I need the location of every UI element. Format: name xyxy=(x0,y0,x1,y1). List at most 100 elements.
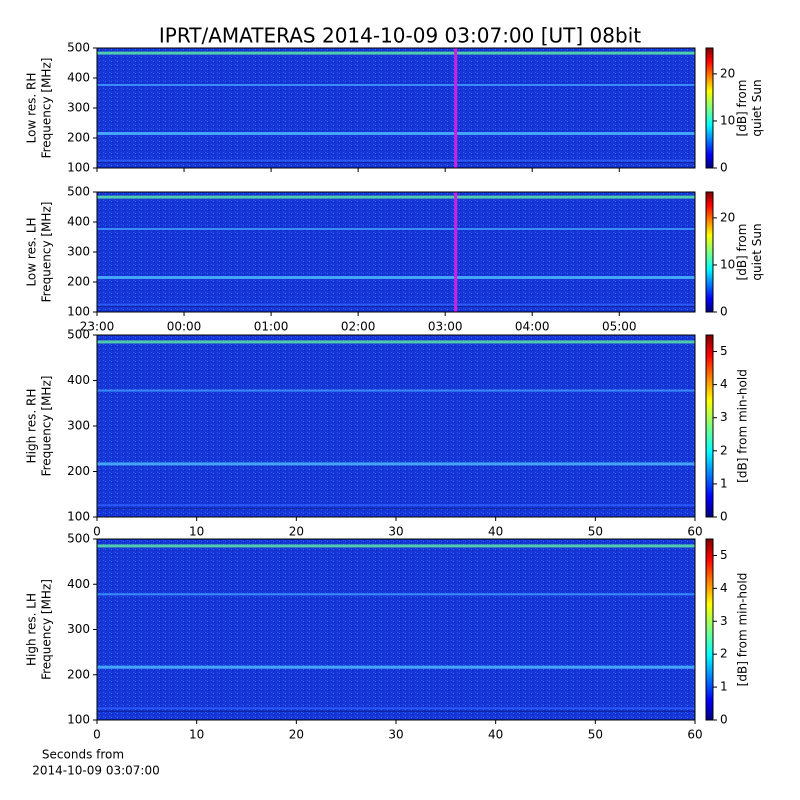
y-tick-label: 500 xyxy=(67,185,90,199)
spectrogram-band xyxy=(97,51,695,55)
x-tick-label: 01:00 xyxy=(254,320,289,334)
x-tick-label: 0 xyxy=(93,525,101,539)
spectrogram-band xyxy=(97,507,695,509)
x-tick-label: 60 xyxy=(687,525,702,539)
x-tick-label: 60 xyxy=(687,728,702,742)
colorbar xyxy=(705,191,714,313)
spectrogram-band xyxy=(97,340,695,344)
colorbar-tick-label: 5 xyxy=(720,344,728,358)
x-tick-label: 0 xyxy=(93,728,101,742)
y-axis-label: Frequency [MHz] xyxy=(40,376,54,477)
x-tick-label: 02:00 xyxy=(341,320,376,334)
colorbar-tick-label: 5 xyxy=(720,548,728,562)
x-tick-label: 20 xyxy=(289,525,304,539)
colorbar-tick-label: 3 xyxy=(720,410,728,424)
x-axis-label: 2014-10-09 03:07:00 xyxy=(32,764,159,778)
y-tick-label: 300 xyxy=(67,622,90,636)
spectrogram xyxy=(97,539,695,720)
x-tick-label: 40 xyxy=(488,525,503,539)
spectrogram-band xyxy=(97,159,695,162)
x-tick-label: 03:00 xyxy=(428,320,463,334)
colorbar-label: quiet Sun xyxy=(750,79,764,136)
y-axis-label: Frequency [MHz] xyxy=(40,58,54,159)
spectrogram-band xyxy=(97,665,695,669)
y-tick-label: 300 xyxy=(67,419,90,433)
colorbar-tick-label: 10 xyxy=(720,257,735,271)
colorbar-tick-label: 20 xyxy=(720,66,735,80)
y-axis-label: Low res. LH xyxy=(25,217,39,286)
spectrogram-band xyxy=(97,710,695,712)
y-axis-label: High res. LH xyxy=(25,593,39,666)
spectrogram-band xyxy=(97,132,695,135)
colorbar-tick-label: 4 xyxy=(720,581,728,595)
spectrogram xyxy=(97,335,695,517)
x-tick-label: 10 xyxy=(189,525,204,539)
colorbar xyxy=(705,47,714,169)
x-tick-label: 30 xyxy=(388,525,403,539)
colorbar-tick-label: 1 xyxy=(720,476,728,490)
x-tick-label: 04:00 xyxy=(515,320,550,334)
y-axis-label: Frequency [MHz] xyxy=(40,579,54,680)
spectrogram-band xyxy=(97,707,695,710)
spectrogram-band xyxy=(97,462,695,466)
x-axis-label: Seconds from xyxy=(42,748,124,762)
colorbar-tick-label: 1 xyxy=(720,680,728,694)
y-tick-label: 500 xyxy=(67,328,90,342)
x-tick-label: 10 xyxy=(189,728,204,742)
y-tick-label: 100 xyxy=(67,305,90,319)
spectrogram xyxy=(97,48,695,168)
y-tick-label: 400 xyxy=(67,373,90,387)
x-tick-label: 00:00 xyxy=(167,320,202,334)
spectrogram-band xyxy=(97,389,695,392)
y-tick-label: 200 xyxy=(67,275,90,289)
colorbar-tick-label: 2 xyxy=(720,647,728,661)
x-tick-label: 50 xyxy=(588,525,603,539)
x-tick-label: 50 xyxy=(588,728,603,742)
y-tick-label: 200 xyxy=(67,667,90,681)
spectrogram-band xyxy=(97,593,695,596)
x-tick-label: 23:00 xyxy=(80,320,115,334)
colorbar-tick-label: 0 xyxy=(720,713,728,727)
colorbar-label: quiet Sun xyxy=(750,223,764,280)
spectrogram-band xyxy=(97,303,695,306)
colorbar-label: [dB] from min-hold xyxy=(736,369,750,483)
spectrogram-band xyxy=(97,544,695,548)
spectrogram-band xyxy=(97,306,695,307)
colorbar-tick-label: 0 xyxy=(720,305,728,319)
colorbar-tick-label: 20 xyxy=(720,210,735,224)
colorbar xyxy=(705,538,714,721)
colorbar-tick-label: 0 xyxy=(720,510,728,524)
y-tick-label: 300 xyxy=(67,245,90,259)
spectrogram-band xyxy=(97,195,695,199)
y-tick-label: 100 xyxy=(67,713,90,727)
spectrogram-band xyxy=(97,84,695,86)
y-tick-label: 100 xyxy=(67,510,90,524)
spectrogram-band xyxy=(97,504,695,507)
y-tick-label: 200 xyxy=(67,464,90,478)
spectrogram-band xyxy=(97,162,695,163)
colorbar-label: [dB] from min-hold xyxy=(736,573,750,687)
y-axis-label: Frequency [MHz] xyxy=(40,202,54,303)
y-tick-label: 300 xyxy=(67,101,90,115)
y-tick-label: 500 xyxy=(67,41,90,55)
spectrogram-band xyxy=(97,276,695,279)
colorbar-label: [dB] from xyxy=(735,80,749,137)
colorbar-tick-label: 10 xyxy=(720,113,735,127)
y-tick-label: 100 xyxy=(67,161,90,175)
y-axis-label: Low res. RH xyxy=(25,73,39,144)
spectrogram-band xyxy=(97,228,695,230)
y-tick-label: 400 xyxy=(67,71,90,85)
y-axis-label: High res. RH xyxy=(25,389,39,464)
y-tick-label: 400 xyxy=(67,577,90,591)
x-tick-label: 20 xyxy=(289,728,304,742)
colorbar-label: [dB] from xyxy=(735,224,749,281)
colorbar-tick-label: 3 xyxy=(720,614,728,628)
colorbar-tick-label: 0 xyxy=(720,161,728,175)
y-tick-label: 500 xyxy=(67,532,90,546)
colorbar xyxy=(705,334,714,518)
x-tick-label: 30 xyxy=(388,728,403,742)
x-tick-label: 05:00 xyxy=(602,320,637,334)
colorbar-tick-label: 4 xyxy=(720,377,728,391)
y-tick-label: 200 xyxy=(67,131,90,145)
